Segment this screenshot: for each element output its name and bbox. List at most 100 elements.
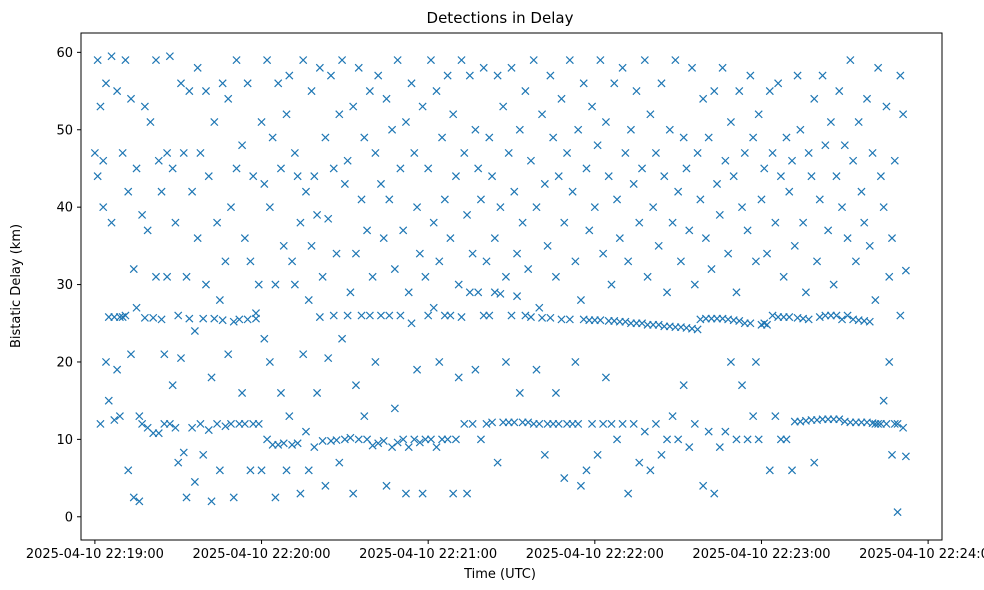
data-point [485,311,494,320]
data-point [690,280,699,289]
data-point [765,87,774,96]
data-point [288,257,297,266]
data-point [524,265,533,274]
data-point [493,458,502,467]
data-point [451,435,460,444]
data-point [179,148,188,158]
data-point [101,357,111,366]
y-tick-label: 0 [65,510,73,525]
data-point [668,218,677,227]
data-point [301,187,310,196]
data-point [721,427,730,436]
data-point [324,354,333,363]
data-point [218,79,227,88]
data-point [879,203,888,212]
data-point [499,102,508,111]
data-point [832,311,841,320]
data-point [535,303,544,312]
data-point [749,133,758,142]
data-point [168,164,177,173]
data-point [121,311,130,320]
data-point [188,423,197,432]
data-point [649,203,658,212]
data-point [563,148,572,158]
data-point [268,133,277,142]
data-point [757,195,766,204]
y-axis-ticks: 0 10 20 30 40 50 60 [56,46,81,525]
data-point [179,448,188,457]
data-point [596,316,605,325]
data-point [157,187,166,196]
data-point [310,443,319,452]
data-point [521,87,530,96]
data-point [762,249,772,258]
y-tick-label: 20 [56,355,73,370]
data-point [854,117,863,127]
data-point [565,56,574,65]
data-point [421,272,430,281]
data-point [837,315,847,324]
data-point [618,63,627,72]
data-point [365,311,374,320]
data-point [271,280,280,289]
data-point [446,311,455,320]
data-point [899,423,908,432]
data-point [429,303,438,312]
data-point [229,493,238,502]
data-point [196,148,205,158]
data-point [207,373,216,382]
data-point [118,148,127,158]
data-point [707,265,716,274]
data-point [390,265,399,274]
data-point [613,435,622,444]
data-point [449,110,458,119]
data-point [304,466,313,475]
data-point [313,210,322,219]
data-point [135,497,144,506]
data-point [738,203,747,212]
data-point [885,272,894,281]
data-point [243,79,252,88]
data-point [90,148,99,158]
x-axis-label: Time (UTC) [463,567,536,582]
data-point [890,419,899,428]
data-point [290,148,299,158]
data-point [746,319,755,328]
data-point [607,280,616,289]
data-point [368,272,377,281]
data-point [893,508,902,517]
data-point [557,315,566,324]
data-point [346,288,355,297]
data-point [229,317,238,326]
data-point [896,311,905,320]
data-point [551,272,560,281]
data-point [654,241,663,250]
data-point [190,326,199,336]
data-point [463,489,472,498]
data-point [721,156,730,165]
data-point [532,203,541,212]
data-point [601,373,610,382]
data-point [738,381,747,390]
data-point [482,257,491,266]
data-point [501,272,510,281]
data-point [121,56,130,65]
data-point [290,280,299,289]
data-point [96,102,105,111]
data-point [238,388,247,397]
data-point [165,419,174,428]
data-point [835,415,844,424]
data-point [474,288,483,297]
data-point [771,412,780,421]
data-point [138,210,147,219]
data-point [257,466,266,475]
data-point [879,396,888,405]
data-point [732,288,741,297]
data-point [432,443,441,452]
data-point [468,419,477,428]
data-point [174,458,183,467]
data-point [749,412,758,421]
data-point [746,71,755,80]
data-point [226,419,236,428]
data-point [126,350,136,359]
